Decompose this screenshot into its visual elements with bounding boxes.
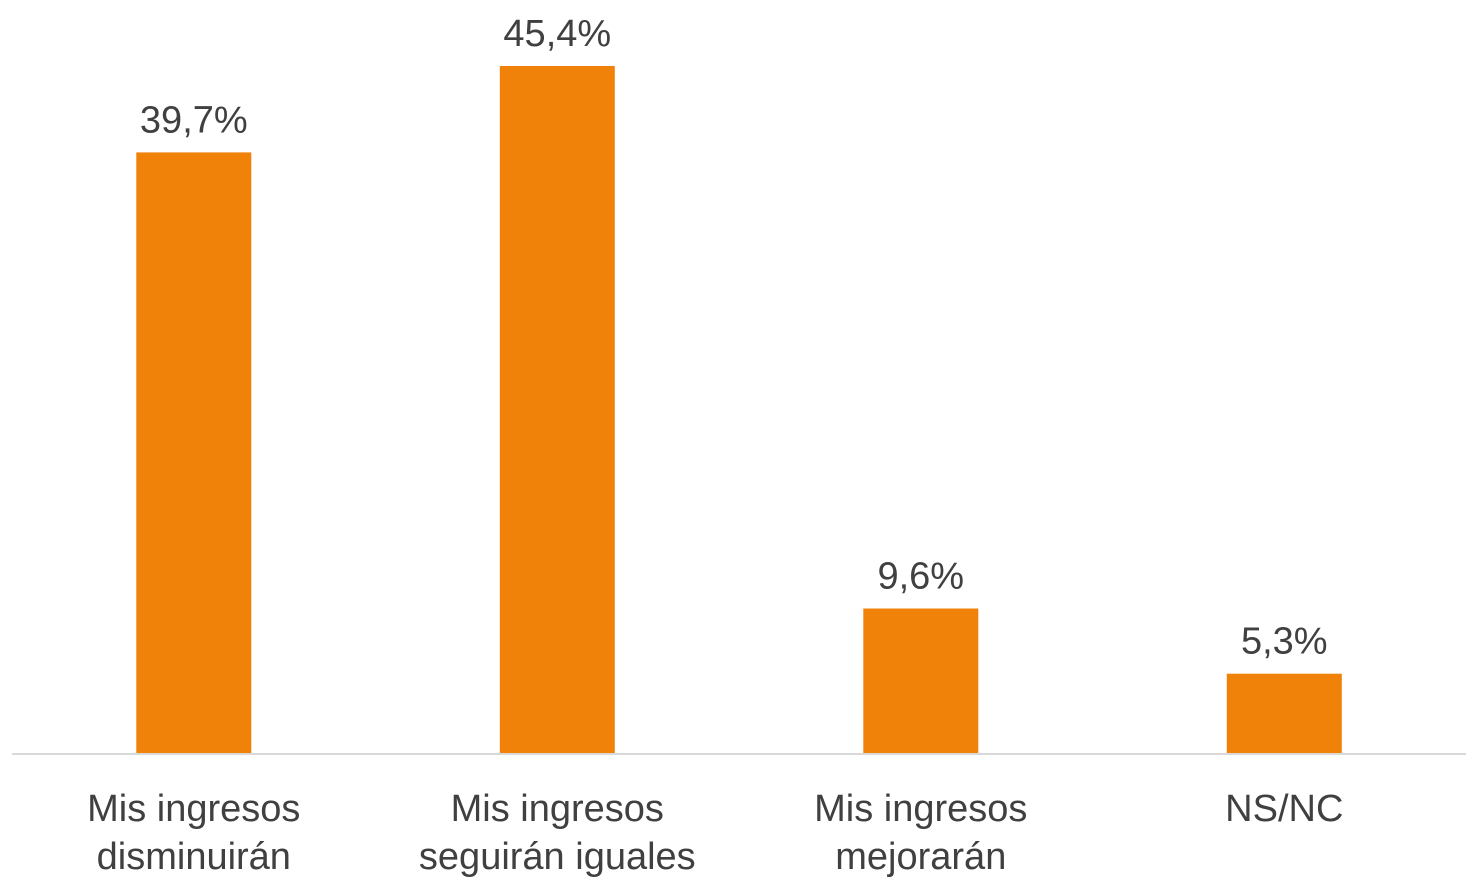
category-label-line: NS/NC	[1225, 788, 1343, 830]
category-label-line: Mis ingresos	[814, 788, 1027, 830]
category-label-line: seguirán iguales	[419, 836, 696, 878]
value-label-2: 45,4%	[503, 13, 611, 55]
bars-group	[136, 66, 1342, 754]
category-label-1: Mis ingresos disminuirán	[87, 788, 300, 878]
category-label-line: disminuirán	[97, 836, 291, 878]
category-label-line: Mis ingresos	[87, 788, 300, 830]
bar-1	[136, 152, 252, 754]
value-label-3: 9,6%	[877, 556, 964, 598]
bar-2	[499, 66, 615, 754]
category-label-2: Mis ingresos seguirán iguales	[419, 788, 696, 878]
category-label-line: Mis ingresos	[451, 788, 664, 830]
category-labels-group: Mis ingresos disminuirán Mis ingresos segui…	[87, 788, 1343, 878]
bar-3	[863, 608, 979, 754]
category-label-line: mejorarán	[835, 836, 1006, 878]
category-label-3: Mis ingresos mejorarán	[814, 788, 1027, 878]
category-label-4: NS/NC	[1225, 788, 1343, 830]
bar-4	[1226, 673, 1342, 754]
value-labels-group: 39,7% 45,4% 9,6% 5,3%	[140, 13, 1328, 663]
value-label-1: 39,7%	[140, 99, 248, 141]
value-label-4: 5,3%	[1241, 621, 1328, 663]
